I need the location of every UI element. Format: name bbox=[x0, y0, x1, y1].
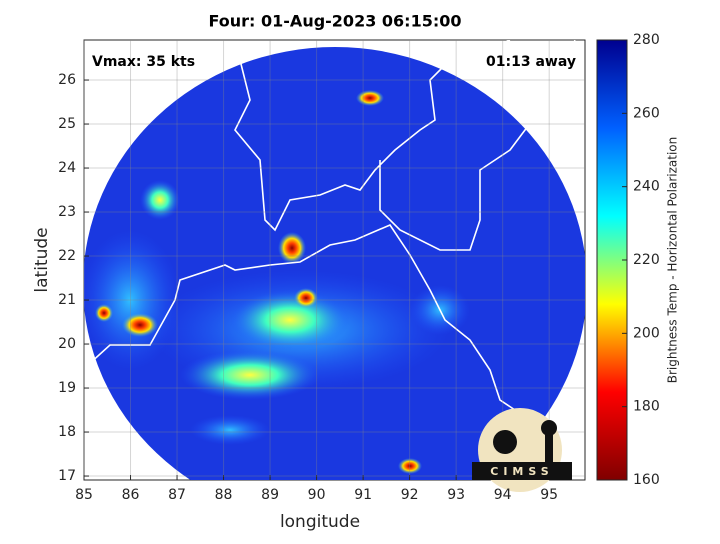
colorbar-tick-label: 180 bbox=[633, 399, 660, 415]
x-tick-label: 88 bbox=[215, 487, 233, 503]
x-tick-label: 95 bbox=[540, 487, 558, 503]
x-tick-label: 94 bbox=[494, 487, 512, 503]
x-tick-label: 85 bbox=[75, 487, 93, 503]
y-tick-label: 22 bbox=[58, 248, 76, 264]
x-tick-label: 91 bbox=[354, 487, 372, 503]
colorbar-tick-label: 280 bbox=[633, 32, 660, 48]
y-tick-label: 20 bbox=[58, 336, 76, 352]
logo-text: CIMSS bbox=[490, 465, 553, 478]
y-tick-label: 21 bbox=[58, 292, 76, 308]
x-tick-label: 86 bbox=[122, 487, 140, 503]
x-tick-label: 90 bbox=[308, 487, 326, 503]
colorbar-label: Brightness Temp - Horizontal Polarizatio… bbox=[666, 137, 680, 384]
y-tick-label: 23 bbox=[58, 204, 76, 220]
x-tick-label: 93 bbox=[447, 487, 465, 503]
y-tick-label: 26 bbox=[58, 72, 76, 88]
colorbar-tick-label: 220 bbox=[633, 252, 660, 268]
y-tick-label: 25 bbox=[58, 116, 76, 132]
y-tick-label: 24 bbox=[58, 160, 76, 176]
y-axis-label: latitude bbox=[32, 227, 52, 292]
annotation: 01:13 away bbox=[486, 54, 576, 70]
colorbar-tick-label: 240 bbox=[633, 179, 660, 195]
swath bbox=[84, 40, 585, 480]
colorbar-tick-label: 260 bbox=[633, 105, 660, 121]
logo: CIMSS bbox=[472, 408, 572, 492]
x-tick-label: 89 bbox=[261, 487, 279, 503]
y-tick-label: 19 bbox=[58, 380, 76, 396]
colorbar-tick-label: 160 bbox=[633, 472, 660, 488]
chart-title: Four: 01-Aug-2023 06:15:00 bbox=[209, 12, 462, 31]
colorbar-tick-label: 200 bbox=[633, 325, 660, 341]
x-axis-label: longitude bbox=[280, 512, 360, 532]
y-tick-label: 18 bbox=[58, 424, 76, 440]
y-tick-label: 17 bbox=[58, 468, 76, 484]
x-tick-label: 87 bbox=[168, 487, 186, 503]
x-tick-label: 92 bbox=[401, 487, 419, 503]
annotation: Vmax: 35 kts bbox=[92, 54, 195, 70]
